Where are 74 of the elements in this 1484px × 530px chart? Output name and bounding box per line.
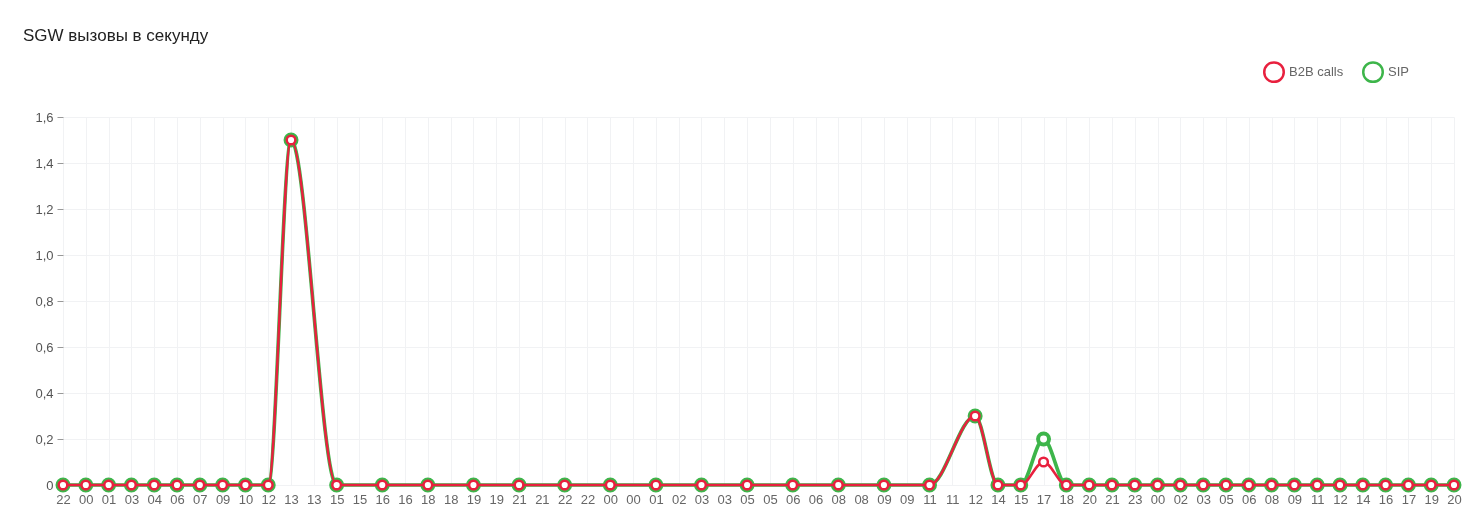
x-tick-label: 06: [1242, 491, 1257, 507]
y-tick-label: 0,4: [35, 385, 54, 401]
x-tick-label: 12: [968, 491, 983, 507]
x-tick-label: 05: [763, 491, 778, 507]
x-tick-label: 18: [1059, 491, 1075, 507]
x-tick-label: 16: [398, 491, 413, 507]
x-tick-label: 17: [1036, 491, 1052, 507]
x-tick-label: 02: [671, 491, 687, 507]
x-tick-label: 00: [626, 491, 641, 507]
x-tick-label: 16: [1378, 491, 1394, 507]
x-tick-label: 18: [443, 491, 459, 507]
y-tick-label: 1,6: [35, 109, 54, 125]
y-tick-label: 0,2: [35, 431, 54, 447]
x-tick-label: 15: [329, 491, 345, 507]
x-tick-label: 09: [899, 491, 915, 507]
legend-label: SIP: [1388, 64, 1409, 80]
y-tick-label: 0: [46, 477, 54, 493]
x-tick-label: 21: [512, 491, 527, 507]
x-tick-label: 06: [808, 491, 824, 507]
x-tick-label: 16: [375, 491, 390, 507]
x-tick-label: 11: [1310, 491, 1325, 507]
x-tick-label: 00: [603, 491, 619, 507]
x-tick-label: 01: [649, 491, 664, 507]
x-tick-label: 19: [489, 491, 504, 507]
y-tick-label: 0,8: [35, 293, 54, 309]
x-tick-label: 00: [79, 491, 94, 507]
x-tick-label: 06: [170, 491, 185, 507]
x-tick-label: 04: [147, 491, 162, 507]
x-tick-label: 19: [1424, 491, 1439, 507]
y-tick-label: 0,6: [35, 339, 54, 355]
x-tick-label: 11: [946, 491, 960, 507]
x-tick-label: 22: [557, 491, 573, 507]
x-tick-label: 15: [352, 491, 368, 507]
x-tick-label: 22: [580, 491, 596, 507]
x-tick-label: 13: [284, 491, 299, 507]
x-tick-label: 07: [193, 491, 208, 507]
x-tick-label: 17: [1401, 491, 1417, 507]
x-tick-label: 06: [785, 491, 801, 507]
legend-label: B2B calls: [1289, 64, 1344, 80]
x-tick-label: 05: [1219, 491, 1234, 507]
x-tick-label: 01: [101, 491, 117, 507]
x-tick-label: 20: [1082, 491, 1097, 507]
y-tick-label: 1,0: [35, 247, 54, 263]
x-tick-label: 08: [831, 491, 847, 507]
x-tick-label: 14: [991, 491, 1006, 507]
x-tick-label: 03: [717, 491, 733, 507]
x-tick-label: 10: [238, 491, 254, 507]
x-tick-label: 05: [740, 491, 755, 507]
x-tick-label: 12: [1333, 491, 1348, 507]
x-tick-label: 23: [1128, 491, 1143, 507]
x-tick-label: 22: [56, 491, 71, 507]
x-tick-label: 20: [1447, 491, 1462, 507]
x-tick-label: 03: [694, 491, 710, 507]
x-tick-label: 02: [1173, 491, 1189, 507]
x-tick-label: 08: [1264, 491, 1280, 507]
y-tick-label: 1,2: [35, 201, 54, 217]
x-tick-label: 08: [854, 491, 869, 507]
x-tick-label: 18: [421, 491, 436, 507]
x-tick-label: 03: [124, 491, 140, 507]
y-tick-label: 1,4: [35, 155, 54, 171]
x-tick-label: 13: [307, 491, 322, 507]
x-tick-label: 00: [1150, 491, 1166, 507]
chart-title: SGW вызовы в секунду: [23, 26, 209, 45]
x-tick-label: 15: [1014, 491, 1029, 507]
x-tick-label: 12: [261, 491, 276, 507]
x-tick-label: 09: [1287, 491, 1303, 507]
x-tick-label: 03: [1196, 491, 1211, 507]
x-tick-label: 21: [535, 491, 550, 507]
x-tick-label: 21: [1105, 491, 1120, 507]
x-tick-label: 09: [877, 491, 892, 507]
x-tick-label: 11: [923, 491, 937, 507]
x-tick-label: 09: [215, 491, 231, 507]
x-tick-label: 19: [466, 491, 482, 507]
x-tick-label: 14: [1356, 491, 1371, 507]
